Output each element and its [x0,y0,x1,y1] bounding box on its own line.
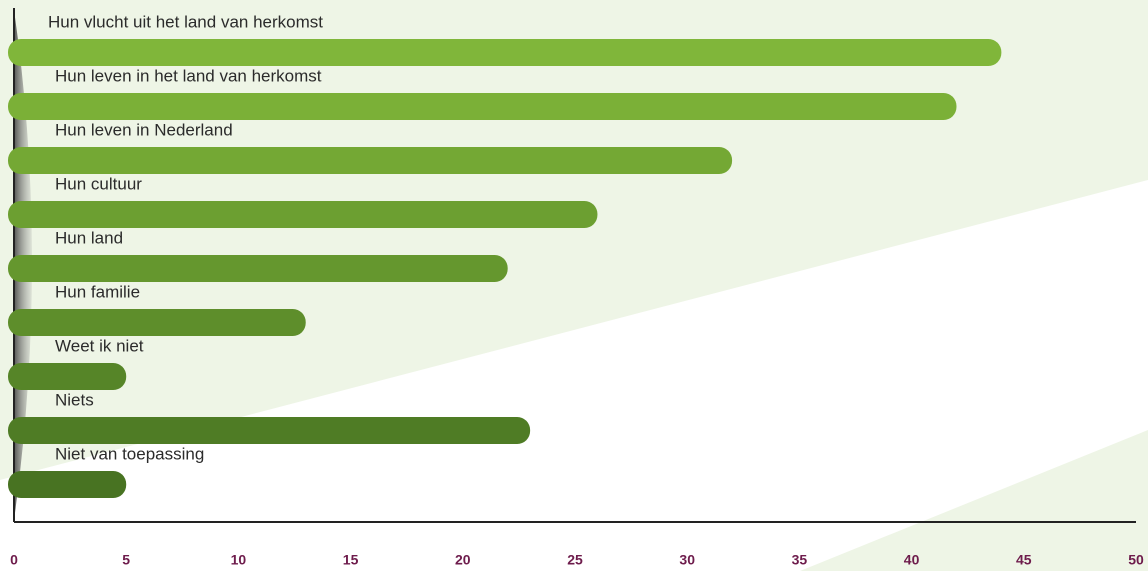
bar [8,39,1002,66]
category-label: Weet ik niet [55,336,144,355]
x-tick-label: 30 [679,552,695,568]
category-label: Niets [55,390,94,409]
x-tick-label: 35 [792,552,808,568]
category-label: Hun familie [55,282,140,301]
bar [8,309,306,336]
x-tick-label: 20 [455,552,471,568]
bar [8,255,508,282]
category-label: Hun leven in Nederland [55,120,233,139]
category-label: Hun cultuur [55,174,142,193]
bar [8,471,127,498]
x-tick-label: 50 [1128,552,1144,568]
category-label: Hun land [55,228,123,247]
x-tick-label: 40 [904,552,920,568]
x-tick-label: 15 [343,552,359,568]
x-tick-label: 10 [231,552,247,568]
x-tick-label: 45 [1016,552,1032,568]
category-label: Hun leven in het land van herkomst [55,66,322,85]
x-tick-label: 0 [10,552,18,568]
background-shape [800,430,1148,571]
bar [8,363,127,390]
category-label: Hun vlucht uit het land van herkomst [48,12,323,31]
x-tick-label: 5 [122,552,130,568]
x-tick-label: 25 [567,552,583,568]
bar [8,201,598,228]
bar [8,147,733,174]
category-label: Niet van toepassing [55,444,204,463]
bar [8,93,957,120]
bar [8,417,531,444]
